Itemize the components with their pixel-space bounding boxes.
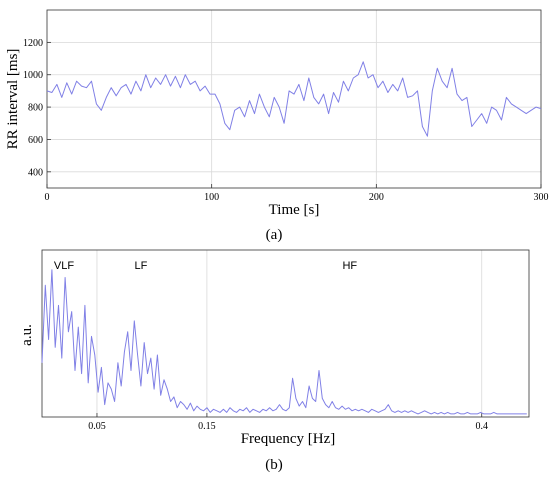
panel-a-x-tick-label: 300 bbox=[534, 192, 549, 203]
power-spectrum-series-line bbox=[41, 269, 527, 415]
panel-b-band-dividers bbox=[96, 250, 483, 417]
panel-b-label: (b) bbox=[265, 457, 283, 473]
panel-b-x-tick-label: 0.15 bbox=[198, 421, 216, 432]
panel-a: 0 100 200 300 400 600 800 1000 1200 Time [s] RR … bbox=[5, 9, 549, 243]
panel-a-y-axis-title: RR interval [ms] bbox=[5, 49, 21, 150]
panel-b-band-label: VLF bbox=[54, 260, 74, 272]
panel-a-label: (a) bbox=[266, 227, 283, 243]
panel-a-x-tick-label: 0 bbox=[45, 192, 50, 203]
panel-a-x-tick-label: 200 bbox=[369, 192, 384, 203]
panel-b-x-tick-label: 0.05 bbox=[88, 421, 106, 432]
panel-a-y-tick-label: 1200 bbox=[23, 38, 43, 49]
rr-interval-series-line bbox=[46, 61, 542, 137]
panel-b-plot-frame bbox=[41, 249, 530, 418]
panel-a-axis-ticks: 0 100 200 300 400 600 800 1000 1200 bbox=[23, 38, 549, 203]
panel-b-y-axis-title: a.u. bbox=[19, 324, 35, 346]
panel-b-band-label: LF bbox=[135, 260, 148, 272]
panel-b-band-label: HF bbox=[342, 260, 357, 272]
panel-a-x-tick-label: 100 bbox=[204, 192, 219, 203]
panel-b-band-labels: VLF LF HF bbox=[54, 260, 358, 272]
panel-b-x-axis-title: Frequency [Hz] bbox=[241, 431, 336, 447]
panel-b: 0.05 0.15 0.4 VLF LF HF Frequency [Hz] a.u. … bbox=[19, 249, 530, 473]
panel-b-axis-ticks: 0.05 0.15 0.4 bbox=[88, 413, 488, 432]
panel-a-gridlines bbox=[47, 10, 541, 188]
panel-b-x-tick-label: 0.4 bbox=[475, 421, 488, 432]
panel-a-y-tick-label: 600 bbox=[28, 135, 43, 146]
panel-a-y-tick-label: 1000 bbox=[23, 70, 43, 81]
panel-a-y-tick-label: 800 bbox=[28, 103, 43, 114]
panel-a-x-axis-title: Time [s] bbox=[269, 202, 320, 218]
panel-a-y-tick-label: 400 bbox=[28, 167, 43, 178]
panel-a-plot-frame bbox=[46, 9, 542, 189]
